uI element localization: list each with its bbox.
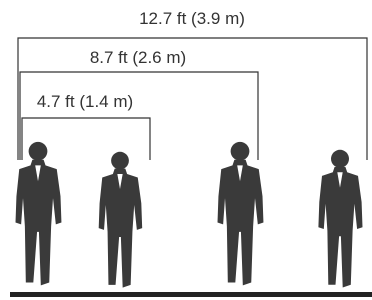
distance-label: 12.7 ft (3.9 m) (139, 9, 245, 28)
person-silhouette (16, 142, 62, 285)
bracket (20, 72, 258, 160)
distance-diagram: 12.7 ft (3.9 m) 8.7 ft (2.6 m) 4.7 ft (1… (0, 0, 372, 300)
person-silhouette (218, 142, 264, 285)
distance-label: 4.7 ft (1.4 m) (37, 92, 133, 111)
distance-label: 8.7 ft (2.6 m) (90, 48, 186, 67)
person-silhouette (99, 152, 142, 288)
ground-line (10, 292, 372, 297)
person-silhouette (318, 150, 362, 288)
